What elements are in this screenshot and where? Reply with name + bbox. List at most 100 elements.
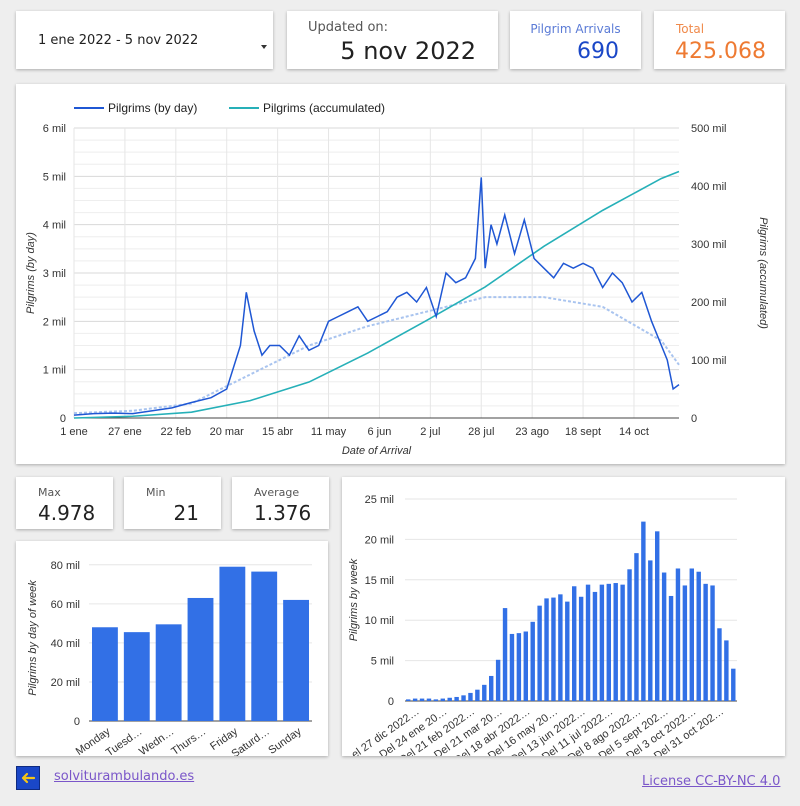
x-tick-label: 11 may (311, 426, 347, 438)
x-tick-label: Thurs… (169, 726, 208, 756)
x-tick-label: 18 sept (565, 426, 601, 438)
y-axis-title: Pilgrims by day of week (27, 580, 39, 696)
min-label: Min (146, 486, 166, 499)
chevron-down-icon[interactable] (261, 45, 267, 49)
bar (710, 585, 715, 701)
updated-value: 5 nov 2022 (340, 37, 476, 65)
y2-tick-label: 100 mil (691, 355, 726, 367)
x-tick-label: 6 jun (368, 426, 392, 438)
x-tick-label: 23 ago (515, 426, 549, 438)
bar (537, 605, 542, 701)
bar (655, 531, 660, 701)
bar (406, 699, 411, 701)
total-label: Total (676, 22, 705, 36)
bar (544, 598, 549, 701)
bar (634, 553, 639, 701)
arrivals-value: 690 (577, 39, 619, 64)
bar (475, 689, 480, 701)
date-range-selector[interactable]: 1 ene 2022 - 5 nov 2022 (16, 11, 273, 69)
y-tick-label: 5 mil (43, 171, 66, 183)
updated-label: Updated on: (308, 20, 389, 35)
bar (92, 627, 118, 721)
date-range-text: 1 ene 2022 - 5 nov 2022 (38, 33, 199, 48)
bar (717, 628, 722, 701)
dow-chart-card: 0 20 mil 40 mil 60 mil 80 mil Monday Tuesd… Wed… (16, 541, 328, 760)
x-axis-title: Date of Arrival (342, 445, 412, 457)
y-tick-label: 3 mil (43, 268, 66, 280)
bar (482, 684, 487, 701)
legend-label-accumulated: Pilgrims (accumulated) (263, 101, 385, 115)
bar (523, 631, 528, 701)
bar (592, 591, 598, 701)
y2-axis-title: Pilgrims (accumulated) (757, 217, 769, 329)
site-link[interactable]: solviturambulando.es (54, 769, 195, 784)
y-tick-label: 4 mil (43, 220, 66, 232)
bar (419, 698, 425, 701)
bar (454, 696, 459, 701)
bar (613, 583, 618, 701)
y2-tick-label: 200 mil (691, 297, 726, 309)
y-tick-label: 0 (74, 716, 80, 728)
daily-line (73, 177, 680, 416)
y2-tick-label: 400 mil (691, 181, 726, 193)
bar (489, 675, 494, 701)
bar (648, 560, 653, 701)
arrivals-label: Pilgrim Arrivals (530, 22, 621, 36)
y-tick-label: 2 mil (43, 316, 66, 328)
max-label: Max (38, 486, 61, 499)
bar (627, 569, 632, 701)
bar (516, 633, 522, 701)
y-tick-label: 15 mil (365, 575, 394, 587)
bar (682, 585, 688, 701)
bar (530, 621, 535, 701)
y-axis-title: Pilgrims (by day) (25, 232, 37, 314)
y-axis-title: Pilgrims by week (348, 558, 360, 641)
legend-label-daily: Pilgrims (by day) (108, 101, 197, 115)
bar (123, 632, 150, 721)
bar (668, 595, 674, 701)
bar (551, 597, 556, 701)
y-tick-label: 60 mil (51, 599, 80, 611)
bar (440, 698, 445, 701)
arrow-left-icon (21, 772, 36, 784)
bar (661, 572, 667, 701)
bar (155, 624, 182, 721)
y2-tick-label: 0 (691, 413, 697, 425)
y-tick-label: 6 mil (43, 123, 66, 135)
bar (187, 597, 214, 721)
bar (696, 571, 701, 701)
accumulated-line (73, 170, 680, 419)
y-tick-label: 40 mil (51, 638, 80, 650)
bar (585, 584, 591, 701)
y-tick-label: 80 mil (51, 560, 80, 572)
x-tick-label: 20 mar (210, 426, 245, 438)
bar (412, 698, 418, 701)
bar (495, 659, 501, 701)
y-tick-label: 0 (60, 413, 66, 425)
trend-line (73, 296, 680, 415)
back-button[interactable] (16, 766, 40, 790)
x-tick-label: 27 ene (108, 426, 142, 438)
bar (447, 697, 452, 701)
x-tick-label: 15 abr (262, 426, 294, 438)
bar (468, 692, 473, 701)
bar (675, 568, 681, 701)
min-card: Min 21 (124, 477, 221, 529)
bar (509, 633, 515, 701)
bar (283, 599, 309, 721)
bar (724, 640, 729, 701)
max-card: Max 4.978 (16, 477, 113, 529)
y-tick-label: 0 (388, 696, 394, 708)
bar (689, 568, 694, 701)
y2-tick-label: 500 mil (691, 123, 726, 135)
avg-value: 1.376 (254, 501, 312, 525)
arrivals-card: Pilgrim Arrivals 690 (510, 11, 641, 69)
bar (606, 583, 611, 701)
daily-line-chart: 0 1 mil 2 mil 3 mil 4 mil 5 mil 6 mil 0 100 mil 2… (25, 101, 769, 457)
bar (558, 594, 563, 701)
license-link[interactable]: License CC-BY-NC 4.0 (642, 774, 781, 789)
avg-card: Average 1.376 (232, 477, 329, 529)
